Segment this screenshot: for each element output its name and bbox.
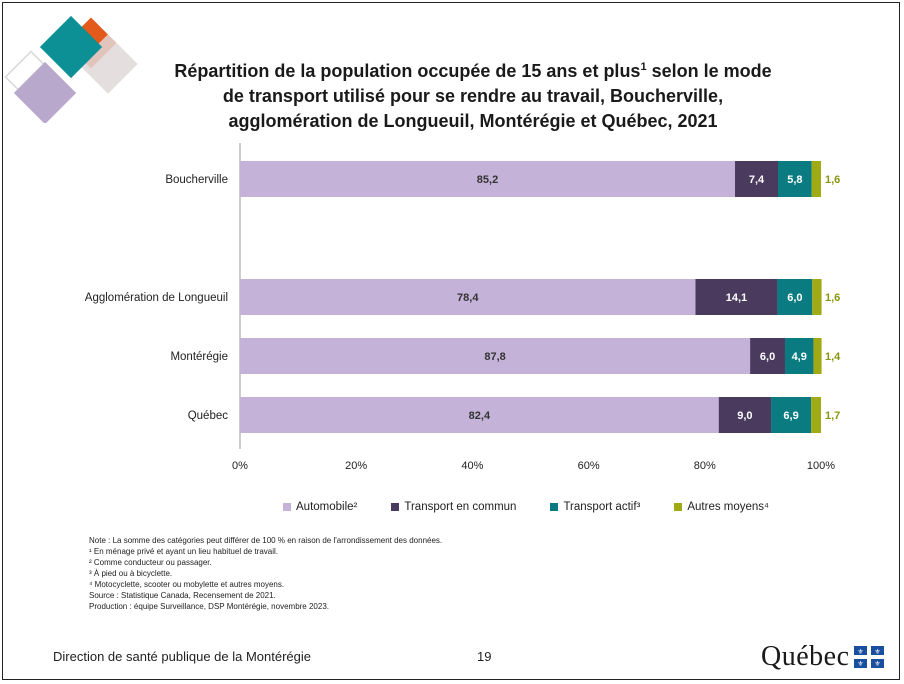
- legend-item: Transport en commun: [391, 501, 516, 513]
- category-label: Agglomération de Longueuil: [85, 292, 228, 304]
- x-tick-label: 0%: [232, 460, 248, 472]
- chart-notes: Note : La somme des catégories peut diff…: [89, 535, 442, 612]
- category-label: Québec: [188, 410, 229, 422]
- legend-swatch: [550, 503, 559, 511]
- title-line-3: agglomération de Longueuil, Montérégie e…: [228, 111, 718, 131]
- stacked-bar-chart: Boucherville 85,2 7,4 5,8 1,6 Agglomération d…: [85, 143, 841, 472]
- data-label: 14,1: [726, 292, 747, 304]
- bar-segment: [784, 338, 814, 374]
- data-label: 6,0: [787, 292, 802, 304]
- data-label: 82,4: [469, 410, 491, 422]
- bar-segment: [718, 397, 772, 433]
- title-line-2: de transport utilisé pour se rendre au t…: [222, 86, 724, 106]
- purple-diamond-icon: [13, 61, 77, 123]
- data-label: 7,4: [749, 174, 765, 186]
- bar-segment: [240, 279, 696, 315]
- data-label: 9,0: [737, 410, 752, 422]
- bar-segment: [240, 397, 719, 433]
- data-label: 4,9: [792, 351, 807, 363]
- legend-item: Autres moyens⁴: [674, 501, 769, 513]
- decorative-diamonds-logo: [4, 15, 138, 123]
- note-line: ³ À pied ou à bicyclette.: [89, 569, 173, 578]
- quebec-logo: Québec ⚜ ⚜ ⚜ ⚜: [761, 641, 884, 673]
- legend-swatch: [674, 503, 683, 511]
- legend-swatch: [283, 503, 291, 511]
- bar-segment: [695, 279, 778, 315]
- chart-legend: Automobile² Transport en commun Transport …: [283, 501, 769, 513]
- svg-text:⚜: ⚜: [857, 648, 863, 656]
- bar-segment: [750, 338, 785, 374]
- x-tick-label: 60%: [578, 460, 600, 472]
- category-label: Boucherville: [165, 174, 228, 186]
- footer-organization: Direction de santé publique de la Montér…: [53, 649, 312, 664]
- quebec-logo-text: Québec: [761, 641, 850, 672]
- data-label: 78,4: [457, 292, 479, 304]
- title-superscript: 1: [640, 61, 647, 73]
- bar-segment: [777, 279, 813, 315]
- legend-label: Automobile²: [296, 501, 358, 513]
- bar-segment: [240, 338, 751, 374]
- bar-segment: [811, 161, 821, 197]
- note-line: Source : Statistique Canada, Recensement…: [89, 591, 276, 600]
- note-line: Production : équipe Surveillance, DSP Mo…: [89, 602, 329, 611]
- legend-item: Transport actif³: [550, 501, 640, 513]
- svg-text:⚜: ⚜: [874, 648, 880, 656]
- bar-segment: [771, 397, 812, 433]
- x-tick-label: 80%: [694, 460, 716, 472]
- x-tick-label: 40%: [461, 460, 483, 472]
- chart-title: Répartition de la population occupée de …: [153, 55, 793, 134]
- note-line: ⁴ Motocyclette, scooter ou mobylette et …: [89, 580, 285, 589]
- data-label: 1,6: [825, 174, 840, 186]
- data-label: 6,9: [783, 410, 798, 422]
- legend-label: Autres moyens⁴: [687, 501, 769, 513]
- legend-label: Transport actif³: [563, 501, 641, 513]
- bar-segment: [240, 161, 736, 197]
- data-label: 1,4: [825, 351, 841, 363]
- bar-segment: [813, 338, 822, 374]
- title-line-1-end: selon le mode: [646, 61, 772, 81]
- bar-segment: [812, 279, 822, 315]
- svg-text:⚜: ⚜: [857, 660, 863, 668]
- data-label: 6,0: [760, 351, 775, 363]
- data-label: 5,8: [787, 174, 802, 186]
- x-tick-label: 20%: [345, 460, 367, 472]
- data-label: 87,8: [484, 351, 505, 363]
- x-tick-label: 100%: [807, 460, 835, 472]
- category-label: Montérégie: [170, 351, 228, 363]
- teal-diamond-icon: [39, 15, 103, 79]
- legend-swatch: [391, 503, 400, 511]
- bar-segment: [811, 397, 821, 433]
- data-label: 1,7: [825, 410, 840, 422]
- note-line: Note : La somme des catégories peut diff…: [89, 536, 443, 545]
- bar-segment: [735, 161, 779, 197]
- data-label: 85,2: [477, 174, 498, 186]
- title-line-1: Répartition de la population occupée de …: [174, 61, 641, 81]
- bar-segment: [778, 161, 812, 197]
- fleurdelise-flag-icon: ⚜ ⚜ ⚜ ⚜: [853, 646, 884, 668]
- data-label: 1,6: [825, 292, 840, 304]
- page-number: 19: [477, 649, 492, 664]
- note-line: ¹ En ménage privé et ayant un lieu habit…: [89, 547, 279, 556]
- legend-label: Transport en commun: [404, 501, 517, 513]
- note-line: ² Comme conducteur ou passager.: [89, 558, 212, 567]
- svg-text:⚜: ⚜: [874, 660, 880, 668]
- legend-item: Automobile²: [283, 501, 357, 513]
